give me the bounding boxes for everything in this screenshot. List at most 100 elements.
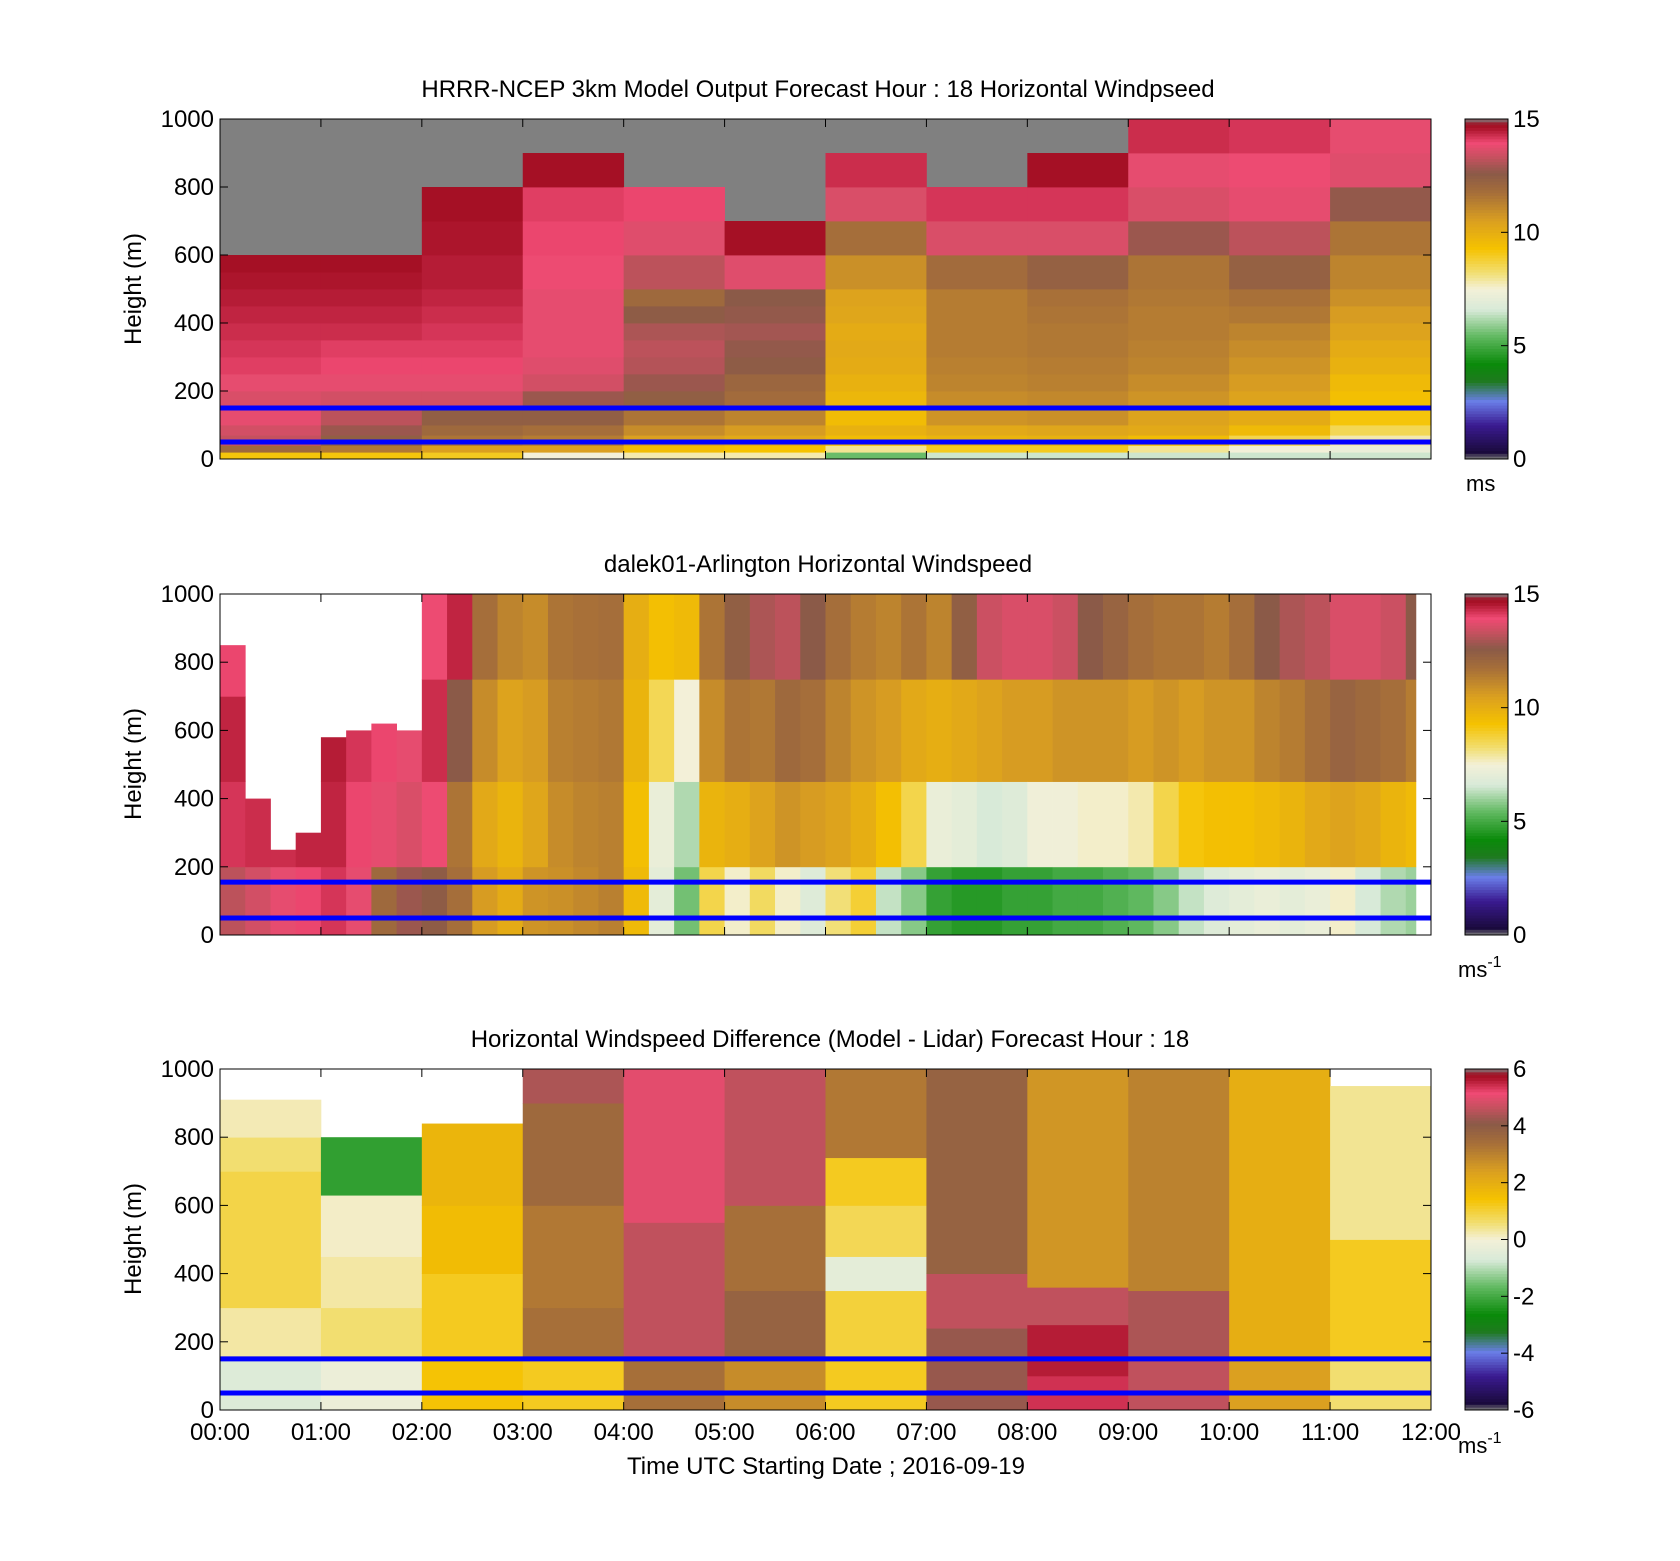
x-tick-label: 06:00 bbox=[795, 1419, 855, 1446]
heatmap-cell bbox=[1027, 221, 1129, 256]
panel-lidar-colorbar-unit-base: ms bbox=[1458, 957, 1487, 982]
heatmap-cell bbox=[1077, 781, 1104, 868]
colorbar-segment bbox=[1465, 1100, 1508, 1104]
heatmap-cell bbox=[1304, 679, 1331, 782]
heatmap-cell bbox=[447, 594, 473, 680]
colorbar-segment bbox=[1465, 1270, 1508, 1275]
colorbar-segment bbox=[1465, 1239, 1508, 1243]
heatmap-cell bbox=[1229, 221, 1331, 256]
colorbar-segment bbox=[1465, 761, 1508, 765]
heatmap-cell bbox=[1103, 866, 1129, 936]
colorbar-segment bbox=[1465, 1185, 1508, 1189]
colorbar-segment bbox=[1465, 323, 1508, 327]
colorbar-segment bbox=[1465, 133, 1508, 137]
panel-lidar-colorbar: 0 5 10 15 bbox=[1464, 581, 1540, 949]
heatmap-cell bbox=[220, 445, 322, 453]
y-tick-label: 1000 bbox=[161, 106, 214, 133]
heatmap-cell bbox=[522, 1358, 625, 1411]
heatmap-cell bbox=[825, 289, 927, 307]
colorbar-segment bbox=[1465, 1361, 1508, 1366]
heatmap-cell bbox=[1330, 1358, 1432, 1411]
colorbar-segment bbox=[1465, 150, 1508, 154]
colorbar-segment bbox=[1465, 775, 1508, 780]
heatmap-cell bbox=[547, 781, 574, 868]
heatmap-cell bbox=[320, 323, 423, 341]
heatmap-cell bbox=[1027, 187, 1129, 222]
heatmap-cell bbox=[699, 866, 725, 936]
heatmap-cell bbox=[421, 340, 524, 358]
colorbar-segment bbox=[1465, 442, 1508, 446]
colorbar-segment bbox=[1465, 119, 1508, 123]
colorbar-segment bbox=[1465, 124, 1508, 128]
colorbar-segment bbox=[1465, 923, 1508, 927]
panel-difference-ylabel: Height (m) bbox=[120, 1183, 147, 1295]
colorbar-segment bbox=[1465, 1262, 1508, 1266]
x-tick-label: 10:00 bbox=[1199, 1419, 1259, 1446]
colorbar-segment bbox=[1465, 153, 1508, 157]
colorbar-segment bbox=[1465, 804, 1508, 808]
heatmap-cell bbox=[1002, 594, 1028, 680]
colorbar-segment bbox=[1465, 226, 1508, 230]
panel-lidar-ylabel: Height (m) bbox=[120, 708, 147, 820]
heatmap-cell bbox=[1229, 153, 1331, 188]
colorbar-segment bbox=[1465, 1131, 1508, 1135]
colorbar-segment bbox=[1465, 795, 1508, 800]
heatmap-cell bbox=[648, 679, 675, 782]
heatmap-cell bbox=[1103, 781, 1129, 868]
panel-lidar-heatmap bbox=[220, 594, 1431, 936]
heatmap-cell bbox=[1178, 679, 1205, 782]
colorbar-segment bbox=[1465, 1083, 1508, 1087]
heatmap-cell bbox=[1279, 781, 1306, 868]
x-tick-label: 05:00 bbox=[695, 1419, 755, 1446]
heatmap-cell bbox=[850, 679, 877, 782]
heatmap-cell bbox=[421, 452, 524, 460]
colorbar-segment bbox=[1465, 1128, 1508, 1133]
colorbar-segment bbox=[1465, 1202, 1508, 1206]
heatmap-cell bbox=[648, 866, 675, 936]
colorbar-segment bbox=[1465, 1296, 1508, 1300]
colorbar-segment bbox=[1465, 838, 1508, 842]
y-tick-label: 200 bbox=[174, 378, 214, 405]
heatmap-cell bbox=[825, 255, 927, 290]
heatmap-cell bbox=[220, 1099, 322, 1138]
heatmap-cell bbox=[220, 781, 246, 868]
colorbar-segment bbox=[1465, 1230, 1508, 1235]
colorbar-segment bbox=[1465, 351, 1508, 355]
colorbar-segment bbox=[1465, 1299, 1508, 1303]
colorbar-segment bbox=[1465, 659, 1508, 663]
heatmap-cell bbox=[800, 679, 826, 782]
heatmap-cell bbox=[724, 323, 826, 341]
colorbar-segment bbox=[1465, 844, 1508, 848]
colorbar-segment bbox=[1465, 611, 1508, 615]
heatmap-cell bbox=[1405, 594, 1417, 680]
heatmap-cell bbox=[1405, 866, 1417, 936]
heatmap-cell bbox=[926, 594, 953, 680]
heatmap-cell bbox=[901, 594, 927, 680]
heatmap-cell bbox=[220, 866, 246, 936]
colorbar-segment bbox=[1465, 1245, 1508, 1249]
heatmap-cell bbox=[724, 445, 826, 453]
colorbar-segment bbox=[1465, 846, 1508, 851]
heatmap-cell bbox=[1229, 679, 1255, 782]
heatmap-cell bbox=[1279, 594, 1306, 680]
colorbar-segment bbox=[1465, 385, 1508, 389]
colorbar-segment bbox=[1465, 291, 1508, 296]
x-tick-label: 03:00 bbox=[493, 1419, 553, 1446]
heatmap-cell bbox=[623, 425, 725, 436]
colorbar-segment bbox=[1465, 852, 1508, 856]
heatmap-cell bbox=[320, 1195, 423, 1257]
heatmap-cell bbox=[724, 289, 826, 307]
heatmap-cell bbox=[371, 781, 398, 868]
colorbar-segment bbox=[1465, 257, 1508, 262]
colorbar-segment bbox=[1465, 613, 1508, 618]
heatmap-cell bbox=[724, 408, 826, 426]
colorbar-segment bbox=[1465, 413, 1508, 417]
colorbar-segment bbox=[1465, 1208, 1508, 1212]
x-tick-label: 07:00 bbox=[896, 1419, 956, 1446]
heatmap-cell bbox=[1203, 866, 1230, 936]
heatmap-cell bbox=[1254, 679, 1281, 782]
colorbar-segment bbox=[1465, 1333, 1508, 1337]
panel-difference-heatmap bbox=[220, 1069, 1432, 1411]
colorbar-segment bbox=[1465, 881, 1508, 885]
heatmap-cell bbox=[1279, 866, 1306, 936]
